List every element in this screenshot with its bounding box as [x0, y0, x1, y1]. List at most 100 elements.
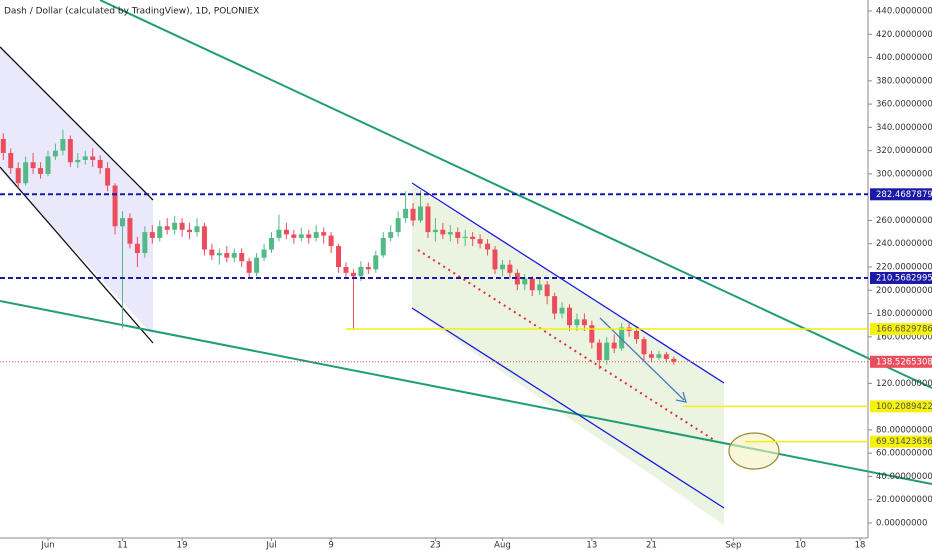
price-label: 166.68297860: [876, 325, 932, 335]
arrow-head: [675, 391, 687, 403]
price-label-box: [870, 323, 932, 336]
candle-body: [358, 267, 364, 277]
arrow: [599, 317, 685, 401]
candle-body: [514, 272, 520, 285]
x-tick-label: 11: [117, 541, 128, 550]
candle-body: [648, 354, 654, 358]
candle-body: [127, 218, 133, 244]
y-tick-label: 80.00000000: [876, 425, 932, 435]
x-tick-label: Jul: [265, 541, 276, 550]
chart-title: Dash / Dollar (calculated by TradingView…: [4, 7, 259, 17]
y-tick-label: 220.00000000: [876, 263, 932, 273]
candle-body: [425, 206, 431, 233]
candle-body: [298, 234, 304, 238]
x-tick-label: Sep: [725, 541, 741, 550]
candle-body: [634, 331, 640, 340]
x-tick-label: 23: [430, 541, 441, 550]
candle-body: [321, 232, 327, 236]
candle-body: [432, 229, 438, 233]
candle-body: [112, 185, 118, 227]
price-label-box: [870, 271, 932, 284]
price-label-box: [870, 400, 932, 413]
candle-body: [499, 264, 505, 270]
candle-body: [306, 234, 312, 238]
projection-line: [417, 249, 715, 441]
candle-body: [656, 354, 662, 358]
x-tick-label: 10: [795, 541, 806, 550]
price-label: 69.91423636: [876, 437, 932, 447]
candle-body: [671, 358, 677, 362]
y-tick-label: 120.00000000: [876, 379, 932, 389]
candle-body: [440, 229, 446, 235]
candle-body: [90, 156, 96, 160]
candle-body: [395, 218, 401, 233]
y-tick-label: 440.00000000: [876, 7, 932, 17]
candle-body: [157, 226, 163, 238]
candle-body: [477, 239, 483, 244]
plot-layer: [0, 129, 677, 370]
candle-body: [105, 168, 111, 186]
price-label-box: [870, 188, 932, 201]
candle-body: [596, 342, 602, 361]
candle-body: [209, 249, 215, 256]
candle-body: [261, 249, 267, 258]
candle-body: [470, 236, 476, 240]
candle-body: [328, 235, 334, 247]
candle-body: [187, 229, 193, 233]
x-tick-label: 18: [855, 541, 866, 550]
candle-body: [380, 237, 386, 256]
candle-body: [537, 284, 543, 291]
y-tick-label: 180.00000000: [876, 309, 932, 319]
candle-body: [194, 226, 200, 233]
y-tick-label: 360.00000000: [876, 100, 932, 110]
candle-body: [291, 234, 297, 238]
candle-body: [619, 327, 625, 349]
y-tick-label: 400.00000000: [876, 53, 932, 63]
candle-body: [611, 342, 617, 349]
candle-body: [507, 264, 513, 273]
candle-body: [142, 232, 148, 254]
candle-body: [343, 267, 349, 273]
candle-body: [373, 255, 379, 270]
candle-body: [38, 168, 44, 174]
candle-body: [365, 267, 371, 270]
candle-body: [336, 246, 342, 267]
candle-body: [663, 354, 669, 359]
y-tick-label: 240.00000000: [876, 239, 932, 249]
candle-body: [75, 159, 81, 163]
x-tick-label: Aug: [494, 541, 511, 550]
candle-body: [30, 162, 36, 169]
candle-body: [522, 278, 528, 285]
candle-body: [67, 139, 73, 163]
candle-body: [410, 208, 416, 221]
y-tick-label: 160.00000000: [876, 332, 932, 342]
price-label: 100.20894221: [876, 402, 932, 412]
y-tick-label: 340.00000000: [876, 123, 932, 133]
candle-body: [604, 342, 610, 361]
x-tick-label: 9: [328, 541, 333, 550]
candle-body: [388, 232, 394, 238]
price-label-box: [870, 355, 932, 368]
candle-body: [172, 222, 178, 230]
y-tick-label: 40.00000000: [876, 472, 932, 482]
candle-body: [567, 307, 572, 326]
y-tick-label: 260.00000000: [876, 216, 932, 226]
candle-body: [134, 243, 140, 254]
x-tick-label: 21: [646, 541, 657, 550]
y-tick-label: 300.00000000: [876, 169, 932, 179]
candle-body: [149, 232, 155, 238]
candle-body: [589, 325, 595, 343]
candle-body: [231, 253, 237, 258]
price-label-box: [870, 435, 932, 448]
candle-body: [350, 272, 356, 277]
candle-body: [52, 150, 58, 157]
y-tick-label: 60.00000000: [876, 449, 932, 459]
candle-body: [641, 339, 647, 355]
candle-body: [276, 229, 282, 238]
price-label: 138.52653080: [876, 357, 932, 367]
candle-body: [239, 253, 245, 262]
y-tick-label: 380.00000000: [876, 76, 932, 86]
trend-line: [0, 166, 154, 344]
candle-body: [246, 261, 252, 273]
